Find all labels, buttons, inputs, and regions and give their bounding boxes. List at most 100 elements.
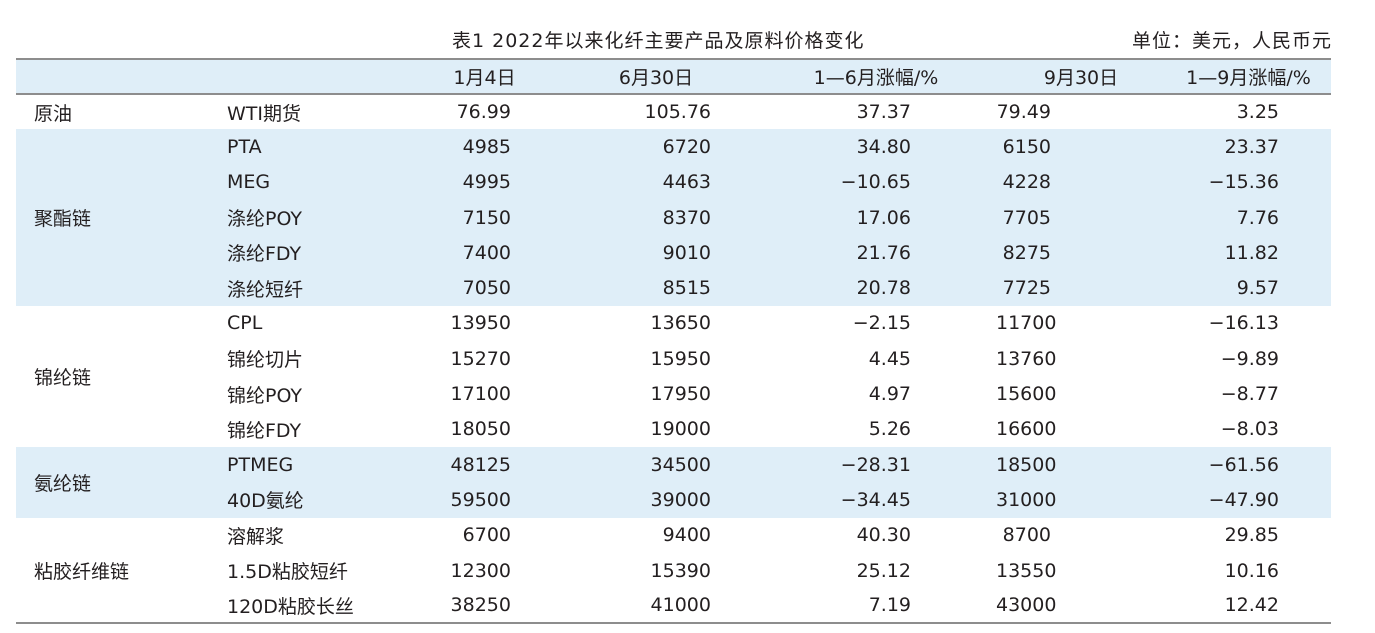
product-name: 溶解浆 — [227, 525, 285, 548]
product-name: MEG — [213, 164, 413, 200]
group-label: 聚酯链 — [16, 129, 213, 306]
table-title: 表1 2022年以来化纤主要产品及原料价格变化 — [452, 30, 865, 52]
table-row: 原油 WTI期货 76.99 105.76 37.37 79.49 3.25 — [16, 94, 1331, 129]
value-jan4: 17100 — [450, 383, 511, 406]
value-h1-change: −2.15 — [852, 312, 911, 335]
table-row: MEG 4995 4463 −10.65 4228 −15.36 — [16, 164, 1331, 200]
unit-label: 单位：美元，人民币元 — [1132, 30, 1333, 52]
value-jan4: 15270 — [450, 347, 511, 370]
value-h1-change: 4.97 — [868, 383, 911, 406]
value-h1-change: 20.78 — [756, 270, 996, 306]
value-sep30: 18500 — [996, 446, 1166, 483]
table-caption: 表1 2022年以来化纤主要产品及原料价格变化 单位：美元，人民币元 — [0, 22, 1375, 58]
value-jan4: 13950 — [450, 312, 511, 335]
product-name: 40D氨纶 — [213, 482, 413, 518]
table-row: 粘胶纤维链 溶解浆 6700 9400 40.30 8700 29.85 — [16, 518, 1331, 582]
group-label: 原油 — [34, 102, 73, 125]
value-jan4: 4985 — [413, 129, 556, 165]
product-name: WTI期货 — [227, 102, 301, 125]
value-sep30: 13760 — [996, 347, 1057, 370]
product-name: 1.5D粘胶短纤 — [227, 561, 348, 583]
product-name: 锦纶POY — [227, 384, 302, 407]
table-row: 聚酯链 PTA 4985 6720 34.80 6150 23.37 — [16, 129, 1331, 306]
value-jan4: 7050 — [413, 270, 556, 306]
value-q3-change: −8.03 — [1220, 418, 1279, 441]
product-name: 锦纶FDY — [227, 419, 302, 442]
value-jun30: 34500 — [556, 446, 756, 483]
value-sep30: 13550 — [996, 559, 1057, 582]
product-name: 涤纶POY — [213, 199, 413, 236]
column-header-sep30: 9月30日 — [996, 59, 1166, 95]
table-row: 锦纶切片 15270 15950 4.45 13760 −9.89 — [16, 341, 1331, 376]
product-name: 锦纶切片 — [227, 349, 304, 372]
table-row: 涤纶POY 7150 8370 17.06 7705 7.76 — [16, 199, 1331, 236]
value-jun30: 9010 — [556, 235, 756, 271]
column-header-h1-change: 1—6月涨幅/% — [756, 59, 996, 95]
value-jan4: 18050 — [450, 418, 511, 441]
value-sep30: 15600 — [996, 383, 1057, 406]
group-label: 锦纶链 — [34, 366, 92, 389]
value-jun30: 8370 — [556, 199, 756, 236]
value-jun30: 105.76 — [644, 101, 711, 124]
value-sep30: 79.49 — [996, 101, 1051, 124]
value-jun30: 8515 — [556, 270, 756, 306]
column-header-jun30: 6月30日 — [556, 59, 756, 95]
value-q3-change: 3.25 — [1236, 101, 1279, 124]
group-label: 粘胶纤维链 — [34, 560, 130, 583]
value-h1-change: 5.26 — [868, 418, 911, 441]
value-q3-change: −47.90 — [1166, 482, 1331, 518]
product-name: 涤纶FDY — [213, 235, 413, 271]
value-q3-change: −9.89 — [1220, 347, 1279, 370]
value-jun30: 39000 — [556, 482, 756, 518]
value-h1-change: 21.76 — [756, 235, 996, 271]
value-sep30: 31000 — [996, 482, 1166, 518]
value-sep30: 7705 — [996, 199, 1166, 236]
value-jan4: 12300 — [450, 559, 511, 582]
table-body: 原油 WTI期货 76.99 105.76 37.37 79.49 3.25 聚酯链 PTA 49… — [16, 94, 1331, 623]
value-sep30: 11700 — [996, 312, 1057, 335]
value-sep30: 8275 — [996, 235, 1166, 271]
table-row: 120D粘胶长丝 38250 41000 7.19 43000 12.42 — [16, 588, 1331, 623]
header-row: 1月4日 6月30日 1—6月涨幅/% 9月30日 1—9月涨幅/% — [16, 59, 1331, 95]
column-header — [16, 59, 213, 95]
value-q3-change: −16.13 — [1208, 312, 1279, 335]
value-jun30: 19000 — [650, 418, 711, 441]
column-header — [213, 59, 413, 95]
table-row: 锦纶POY 17100 17950 4.97 15600 −8.77 — [16, 376, 1331, 411]
value-q3-change: −8.77 — [1220, 383, 1279, 406]
value-jan4: 7400 — [413, 235, 556, 271]
table-row: 涤纶FDY 7400 9010 21.76 8275 11.82 — [16, 235, 1331, 271]
value-h1-change: 34.80 — [756, 129, 996, 165]
price-table: 1月4日 6月30日 1—6月涨幅/% 9月30日 1—9月涨幅/% 原油 WTI… — [16, 58, 1331, 625]
table-row: 40D氨纶 59500 39000 −34.45 31000 −47.90 — [16, 482, 1331, 518]
value-jun30: 13650 — [650, 312, 711, 335]
value-sep30: 7725 — [996, 270, 1166, 306]
value-q3-change: −61.56 — [1166, 446, 1331, 483]
value-h1-change: −34.45 — [756, 482, 996, 518]
value-h1-change: 4.45 — [868, 347, 911, 370]
value-q3-change: 9.57 — [1166, 270, 1331, 306]
value-sep30: 6150 — [996, 129, 1166, 165]
value-q3-change: 7.76 — [1166, 199, 1331, 236]
value-q3-change: 12.42 — [1224, 594, 1279, 617]
value-q3-change: 23.37 — [1166, 129, 1331, 165]
value-q3-change: 29.85 — [1224, 524, 1279, 547]
table-row: 锦纶FDY 18050 19000 5.26 16600 −8.03 — [16, 412, 1331, 447]
value-h1-change: 40.30 — [856, 524, 911, 547]
value-jan4: 6700 — [462, 524, 511, 547]
value-jun30: 15390 — [650, 559, 711, 582]
value-sep30: 43000 — [996, 594, 1057, 617]
value-jun30: 9400 — [662, 524, 711, 547]
value-q3-change: 10.16 — [1224, 559, 1279, 582]
value-h1-change: 37.37 — [856, 101, 911, 124]
value-jan4: 7150 — [413, 199, 556, 236]
value-jun30: 17950 — [650, 383, 711, 406]
value-sep30: 16600 — [996, 418, 1057, 441]
value-jun30: 41000 — [650, 594, 711, 617]
table-row: 涤纶短纤 7050 8515 20.78 7725 9.57 — [16, 270, 1331, 306]
product-name: 涤纶短纤 — [213, 270, 413, 306]
value-h1-change: −28.31 — [756, 446, 996, 483]
table-row: 锦纶链 CPL 13950 13650 −2.15 11700 −16.13 — [16, 306, 1331, 388]
value-jan4: 59500 — [413, 482, 556, 518]
value-jan4: 48125 — [413, 446, 556, 483]
